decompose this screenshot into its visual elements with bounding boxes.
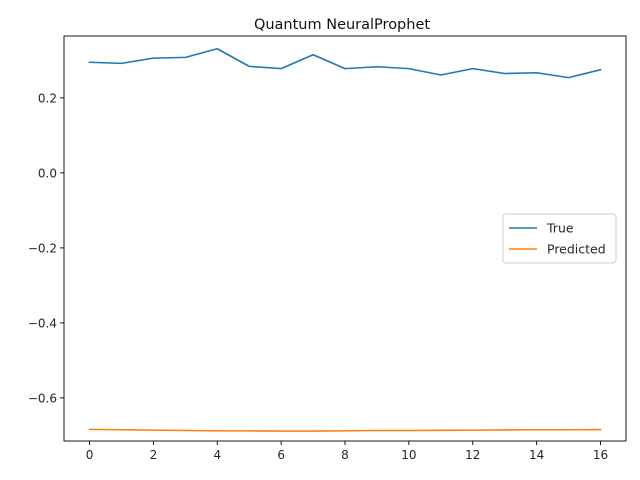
y-tick-label: 0.2 — [38, 91, 57, 105]
x-tick-label: 14 — [529, 448, 544, 462]
series-line-predicted — [88, 428, 602, 432]
y-tick-label: −0.6 — [28, 391, 57, 405]
chart-title: Quantum NeuralProphet — [254, 17, 430, 33]
legend-box — [502, 213, 617, 264]
x-tick-label: 12 — [465, 448, 480, 462]
series-line-true — [88, 47, 602, 79]
x-tick-label: 4 — [213, 448, 221, 462]
x-tick-label: 2 — [150, 448, 158, 462]
x-tick-label: 6 — [277, 448, 285, 462]
legend-label-predicted: Predicted — [547, 242, 606, 257]
x-tick-label: 8 — [341, 448, 349, 462]
y-tick-label: 0.0 — [38, 166, 57, 180]
x-tick-label: 10 — [401, 448, 416, 462]
y-tick-label: −0.4 — [28, 316, 57, 330]
x-tick-label: 16 — [593, 448, 608, 462]
plot-area: 0 2 4 6 8 10 12 14 16 −0.6 −0.4 −0.2 0.0 0.2 True Predi… — [28, 35, 627, 462]
legend-label-true: True — [546, 221, 574, 236]
x-tick-label: 0 — [86, 448, 94, 462]
y-tick-label: −0.2 — [28, 241, 57, 255]
